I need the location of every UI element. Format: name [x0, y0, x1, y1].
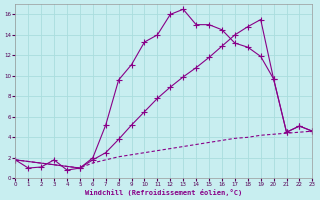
X-axis label: Windchill (Refroidissement éolien,°C): Windchill (Refroidissement éolien,°C)	[85, 189, 243, 196]
